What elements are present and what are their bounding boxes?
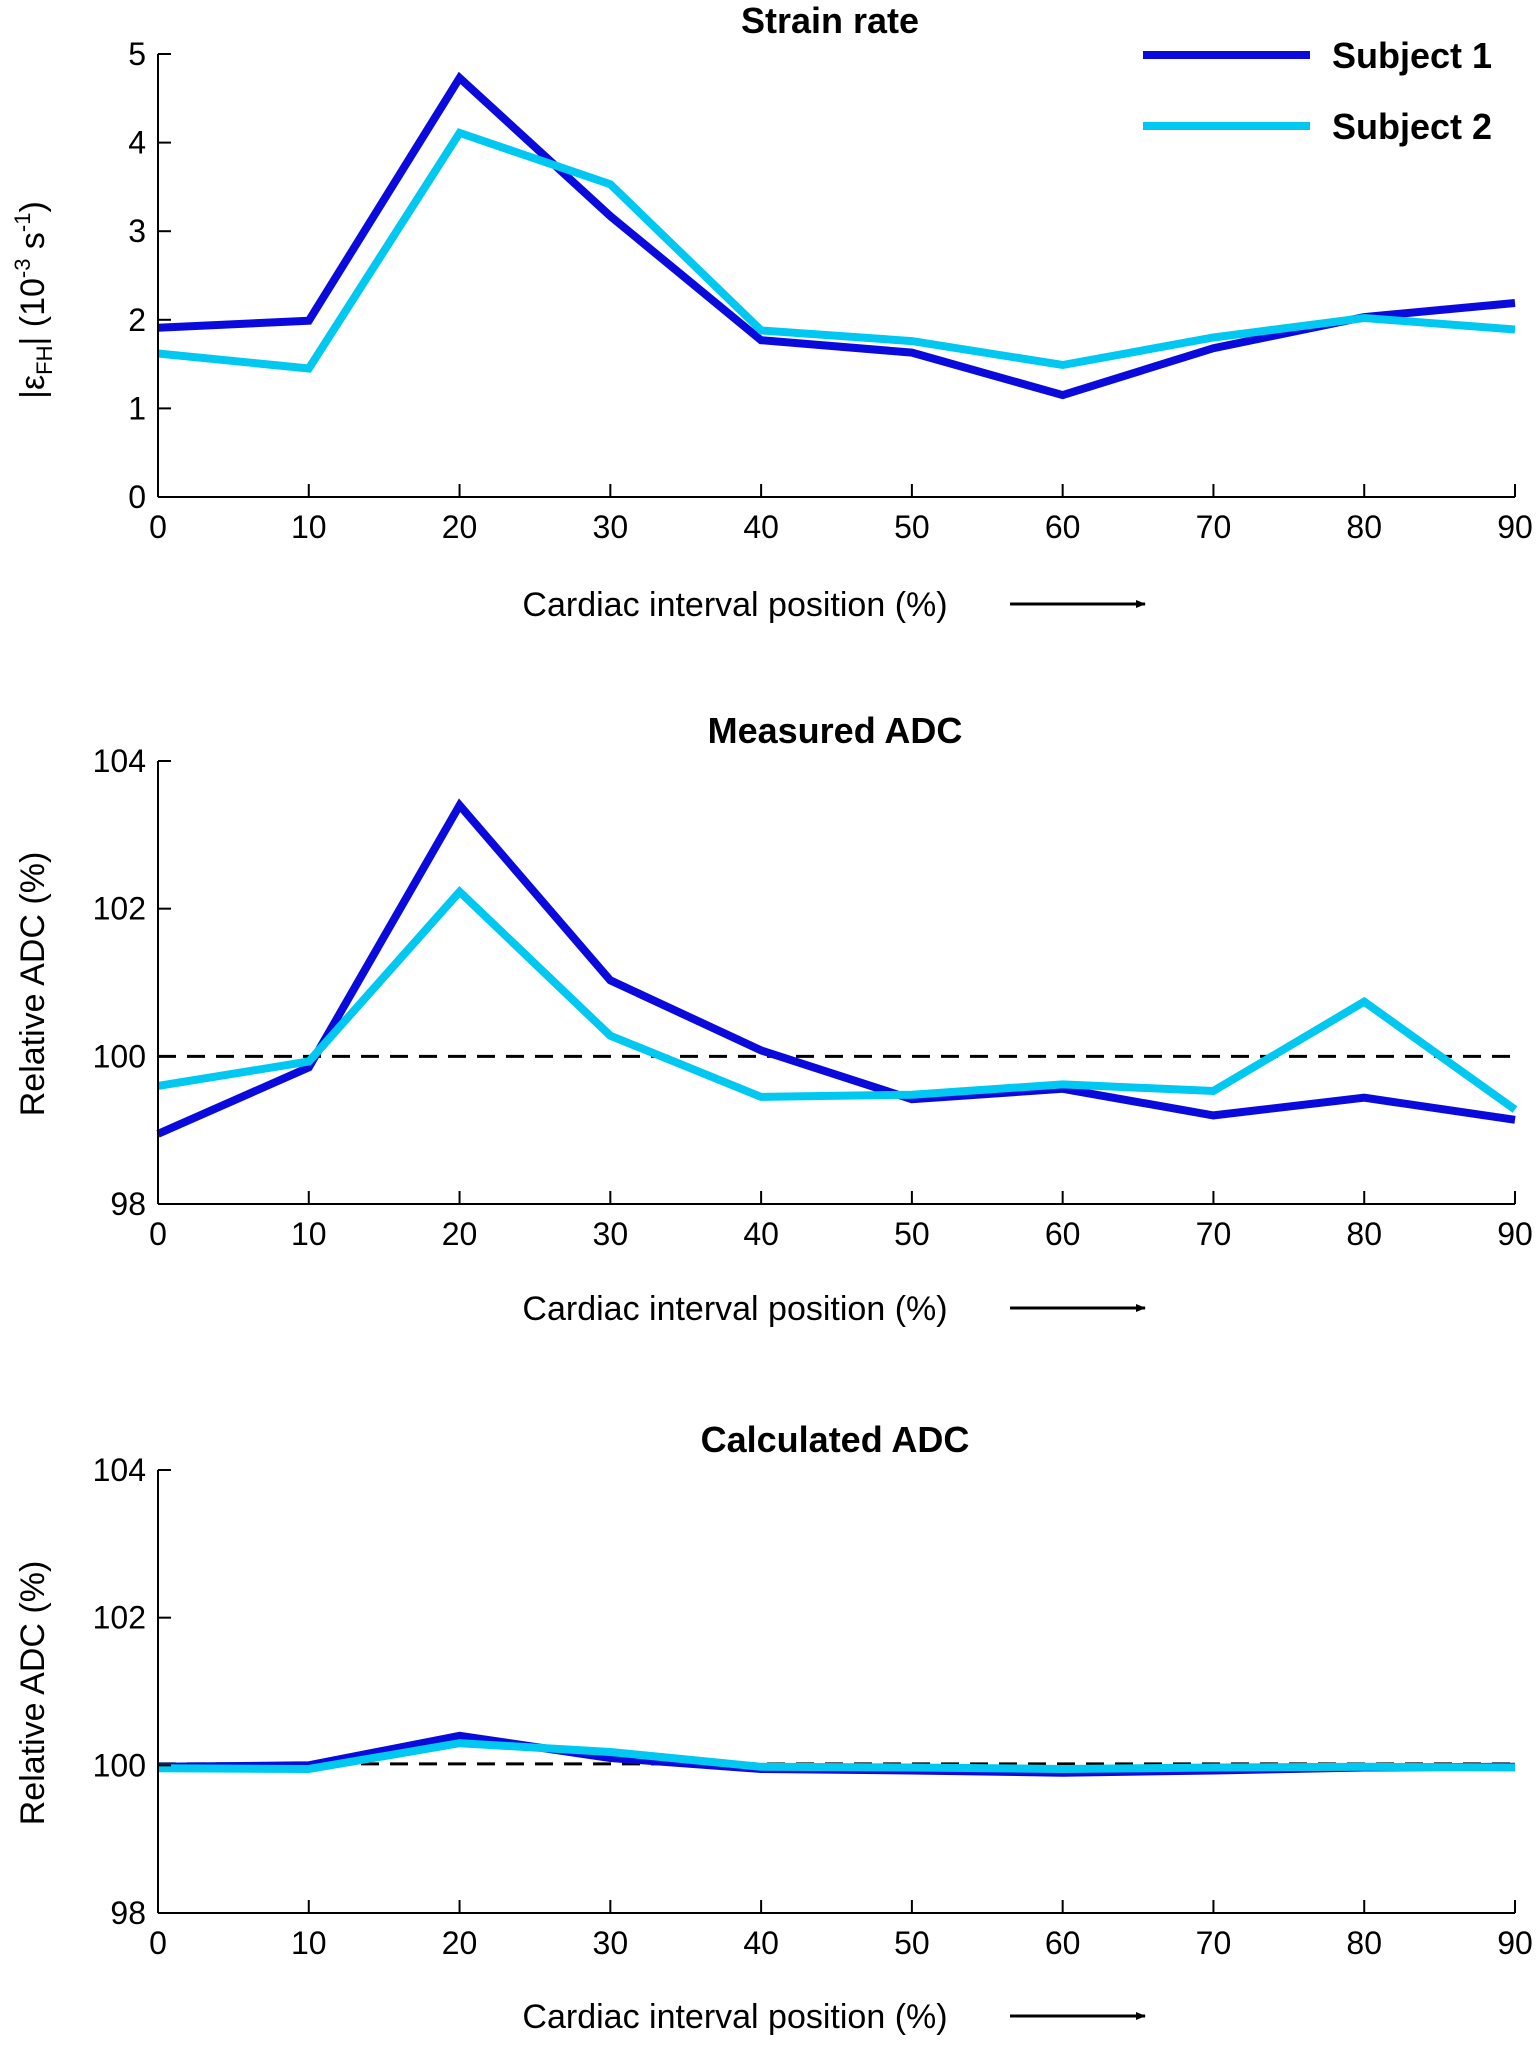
x-tick-label: 0	[149, 1925, 167, 1961]
y-axis-label: Relative ADC (%)	[14, 1561, 52, 1826]
x-axis-label: Cardiac interval position (%)	[522, 1998, 947, 2036]
series-line-subject-2	[157, 885, 1518, 1113]
y-tick-label: 98	[110, 1895, 146, 1931]
legend: Subject 1 Subject 2	[1143, 35, 1492, 147]
x-axis-label: Cardiac interval position (%)	[522, 586, 947, 624]
y-tick-label: 100	[93, 1747, 146, 1783]
x-tick-label: 90	[1497, 1216, 1533, 1252]
x-tick-label: 70	[1196, 509, 1232, 545]
y-axis-label-mid2: s	[14, 232, 52, 258]
y-tick-label: 102	[93, 891, 146, 927]
x-tick-label: 20	[442, 1925, 478, 1961]
x-tick-label: 20	[442, 509, 478, 545]
strain-rate-panel: Strain rate 0 10 20 30 40 50 60 70 80 90 0 1 2 3 4 5 C…	[10, 0, 1533, 624]
x-tick-label: 30	[593, 1216, 629, 1252]
y-tick-label: 102	[93, 1600, 146, 1636]
measured-adc-panel: Measured ADC 0 10 20 30 40 50 60 70 80 90 98 100 10…	[14, 710, 1533, 1328]
x-tick-label: 30	[593, 509, 629, 545]
y-tick-label: 4	[128, 125, 146, 161]
y-tick-label: 0	[128, 479, 146, 515]
y-tick-label: 104	[93, 1452, 146, 1488]
y-tick-label: 100	[93, 1038, 146, 1074]
x-tick-label: 90	[1497, 509, 1533, 545]
series-line-subject-2	[157, 128, 1516, 373]
legend-label-subject-2: Subject 2	[1332, 106, 1492, 147]
x-tick-label: 10	[291, 1925, 327, 1961]
y-axis-label-subscript: FH	[32, 346, 57, 375]
x-tick-label: 80	[1346, 1925, 1382, 1961]
x-tick-label: 60	[1045, 1216, 1081, 1252]
x-tick-label: 30	[593, 1925, 629, 1961]
x-tick-label: 10	[291, 1216, 327, 1252]
x-tick-label: 60	[1045, 1925, 1081, 1961]
x-tick-label: 80	[1346, 1216, 1382, 1252]
x-tick-label: 70	[1196, 1925, 1232, 1961]
x-axis-label: Cardiac interval position (%)	[522, 1290, 947, 1328]
x-tick-label: 40	[743, 1925, 779, 1961]
chart-title: Measured ADC	[708, 710, 963, 751]
x-tick-label: 40	[743, 509, 779, 545]
x-tick-label: 60	[1045, 509, 1081, 545]
x-tick-label: 50	[894, 1216, 930, 1252]
x-tick-label: 70	[1196, 1216, 1232, 1252]
x-tick-label: 40	[743, 1216, 779, 1252]
x-tick-label: 0	[149, 1216, 167, 1252]
y-tick-label: 5	[128, 36, 146, 72]
x-tick-label: 90	[1497, 1925, 1533, 1961]
y-axis-label-mid: | (10	[14, 278, 52, 345]
y-tick-label: 3	[128, 213, 146, 249]
x-tick-label: 50	[894, 509, 930, 545]
chart-title: Calculated ADC	[701, 1419, 970, 1460]
y-axis-label-sup1: -3	[10, 259, 35, 279]
y-axis-label: |εFH| (10-3 s-1)	[10, 201, 57, 399]
y-tick-label: 1	[128, 390, 146, 426]
series-line-subject-1	[156, 798, 1516, 1138]
series-line-subject-1	[157, 71, 1516, 400]
legend-label-subject-1: Subject 1	[1332, 35, 1492, 76]
y-axis-label-prefix: |ε	[14, 375, 52, 399]
chart-title: Strain rate	[741, 0, 919, 41]
y-axis-label-sup2: -1	[10, 213, 35, 233]
x-tick-label: 20	[442, 1216, 478, 1252]
y-tick-label: 104	[93, 743, 146, 779]
y-axis-label-end: )	[14, 201, 52, 212]
x-tick-label: 0	[149, 509, 167, 545]
x-tick-label: 50	[894, 1925, 930, 1961]
series-line-subject-2	[157, 1739, 1516, 1774]
y-tick-label: 2	[128, 302, 146, 338]
y-axis-label: Relative ADC (%)	[14, 852, 52, 1117]
y-tick-label: 98	[110, 1186, 146, 1222]
x-tick-label: 80	[1346, 509, 1382, 545]
calculated-adc-panel: Calculated ADC 0 10 20 30 40 50 60 70 80 90 98 100…	[14, 1419, 1533, 2036]
x-tick-label: 10	[291, 509, 327, 545]
